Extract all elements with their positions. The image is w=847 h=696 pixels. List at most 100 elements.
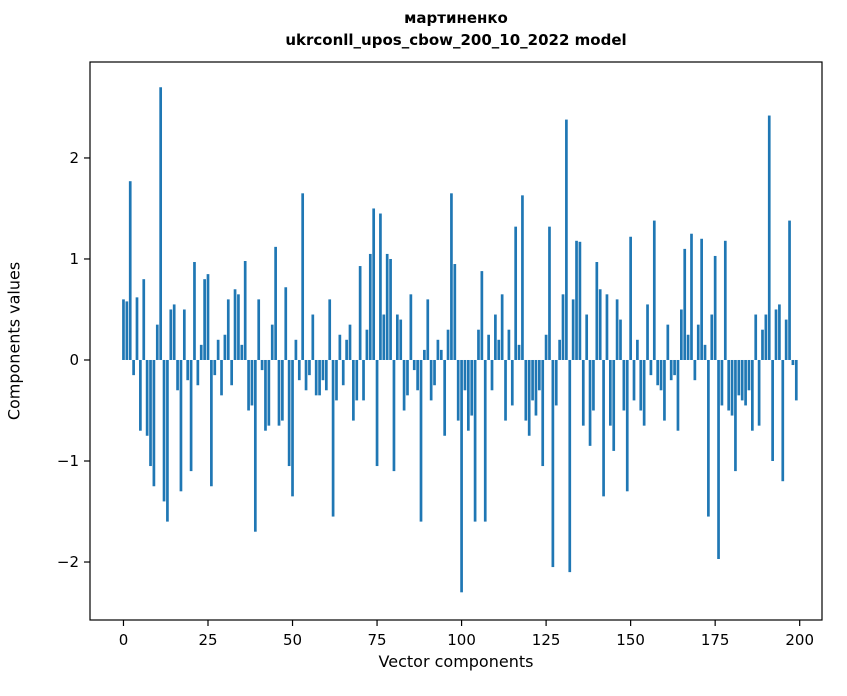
bar — [419, 359, 423, 522]
bar — [612, 359, 616, 451]
bar — [206, 274, 210, 360]
bar — [277, 359, 281, 426]
bar — [487, 334, 490, 360]
bar — [443, 359, 447, 436]
bar — [784, 319, 788, 360]
x-tick-label: 25 — [198, 631, 217, 649]
x-tick-label: 175 — [701, 631, 730, 649]
bar — [135, 297, 139, 360]
bar — [145, 359, 149, 436]
bar — [152, 359, 156, 487]
bar — [402, 359, 406, 411]
bar — [253, 359, 257, 532]
bar — [287, 359, 291, 467]
bar — [619, 319, 622, 360]
bar — [771, 359, 774, 461]
bar — [727, 359, 731, 411]
bar — [649, 359, 653, 376]
bar — [625, 359, 629, 492]
bar — [203, 279, 206, 360]
bar — [230, 359, 234, 386]
y-axis-label: Components values — [4, 261, 24, 421]
bar — [778, 304, 781, 360]
bar — [291, 359, 294, 497]
bar — [767, 115, 771, 360]
x-tick-label: 125 — [532, 631, 561, 649]
bar — [652, 220, 656, 360]
bar — [581, 359, 585, 426]
bar — [122, 299, 125, 360]
x-tick-label: 0 — [119, 631, 129, 649]
bar — [659, 359, 663, 391]
bar — [629, 236, 632, 360]
bar — [372, 208, 376, 360]
bar — [690, 233, 693, 360]
bar — [358, 266, 362, 360]
bar — [473, 359, 477, 522]
bar — [237, 294, 240, 360]
y-tick-label: 2 — [69, 149, 79, 167]
bar — [632, 359, 636, 401]
bar — [193, 262, 196, 360]
bar — [368, 253, 372, 360]
bar — [761, 329, 764, 360]
bar — [480, 271, 484, 360]
bar — [331, 359, 335, 517]
bar — [176, 359, 179, 391]
bar — [504, 359, 507, 421]
bar — [683, 248, 687, 360]
bar — [490, 359, 494, 391]
bar — [284, 287, 288, 360]
bar — [544, 334, 548, 360]
plot-frame — [89, 61, 823, 621]
bar — [500, 294, 504, 360]
bar — [450, 193, 453, 360]
bar — [365, 329, 369, 360]
bar — [534, 359, 538, 416]
bar — [257, 299, 261, 360]
bar — [571, 299, 575, 360]
bar — [338, 334, 342, 360]
bar — [608, 359, 612, 426]
bar — [700, 238, 703, 360]
bar — [754, 314, 758, 360]
bar — [301, 193, 305, 360]
bar — [446, 329, 450, 360]
bar — [477, 329, 480, 360]
bar — [558, 339, 561, 360]
bar — [412, 359, 416, 371]
x-tick-label: 50 — [283, 631, 302, 649]
bar — [274, 246, 277, 360]
bar — [673, 359, 676, 376]
bar — [615, 299, 619, 360]
bar — [592, 359, 595, 411]
bar — [210, 359, 213, 487]
bar — [666, 324, 670, 360]
bar — [345, 339, 348, 360]
bar — [575, 240, 578, 360]
bar — [196, 359, 200, 386]
bar — [713, 255, 717, 360]
bar — [507, 329, 511, 360]
bar — [362, 359, 365, 401]
bar — [304, 359, 308, 391]
bar — [139, 359, 142, 431]
bar — [128, 181, 132, 360]
bar — [717, 359, 720, 559]
bar — [788, 220, 791, 360]
bar — [314, 359, 318, 396]
y-tick-label: −2 — [57, 553, 79, 571]
bar — [588, 359, 592, 446]
bar — [598, 289, 602, 360]
bar — [439, 349, 443, 360]
bar — [602, 359, 605, 497]
bar — [233, 289, 237, 360]
bar — [375, 359, 379, 467]
bar — [172, 304, 176, 360]
bar — [494, 314, 497, 360]
bar — [433, 359, 436, 386]
y-tick-label: 1 — [69, 250, 79, 268]
bar — [707, 359, 710, 517]
